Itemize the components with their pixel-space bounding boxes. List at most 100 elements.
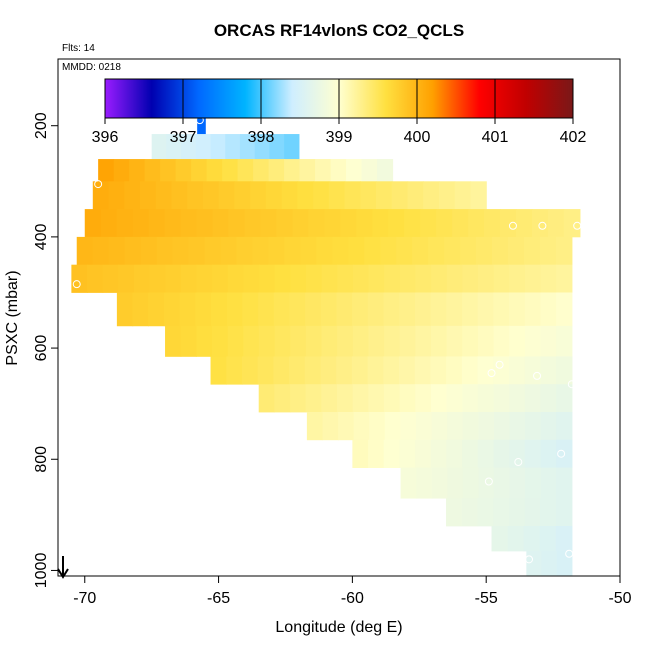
heatmap-cell xyxy=(274,325,291,357)
heatmap-cell xyxy=(98,159,115,182)
heatmap-cell xyxy=(368,439,385,468)
flight-point xyxy=(533,371,542,380)
heatmap-cell xyxy=(556,292,573,327)
heatmap-cell xyxy=(407,181,424,210)
heatmap-cell xyxy=(478,467,495,499)
heatmap-cell xyxy=(241,356,259,385)
heatmap-cell xyxy=(239,134,256,160)
heatmap-cell xyxy=(368,384,385,413)
heatmap-cell xyxy=(376,181,393,210)
heatmap-cell xyxy=(420,209,437,238)
heatmap-cell xyxy=(556,467,573,499)
colorbar-tick-label: 402 xyxy=(560,129,587,146)
heatmap-cell xyxy=(556,550,573,577)
colorbar: 396 397 398 399 400 401 402 xyxy=(92,78,587,146)
heatmap-cell xyxy=(400,467,417,499)
heatmap-cell xyxy=(462,467,480,499)
heatmap-cell xyxy=(195,292,212,327)
heatmap-cell xyxy=(361,159,378,182)
heatmap-cell xyxy=(274,264,291,293)
heatmap-cell xyxy=(509,325,526,357)
heatmap-cell xyxy=(399,292,416,327)
heatmap-cell xyxy=(197,109,206,135)
heatmap-cell xyxy=(87,264,104,293)
heatmap-cell xyxy=(253,159,270,182)
heatmap-cell xyxy=(515,209,533,238)
heatmap-cell xyxy=(281,181,298,210)
y-tick-label: 200 xyxy=(33,112,50,139)
heatmap-cell xyxy=(415,264,432,293)
heatmap-cell xyxy=(242,292,259,327)
colorbar-tick-label: 397 xyxy=(170,129,197,146)
heatmap-cell xyxy=(391,181,409,210)
heatmap-cell xyxy=(540,498,557,527)
heatmap-cell xyxy=(540,467,557,499)
heatmap-cell xyxy=(539,525,557,552)
heatmap-cell xyxy=(328,181,346,210)
y-tick-label: 400 xyxy=(33,223,50,250)
heatmap-cell xyxy=(292,209,309,238)
heatmap-cell xyxy=(308,209,325,238)
heatmap-cell xyxy=(444,236,461,266)
heatmap-cell xyxy=(462,439,479,468)
heatmap-cell xyxy=(461,498,479,527)
heatmap-cell xyxy=(330,159,347,182)
heatmap-cell xyxy=(431,412,448,441)
heatmap-cell xyxy=(290,384,307,413)
heatmap-cell xyxy=(493,356,510,385)
heatmap-cell xyxy=(268,159,285,182)
heatmap-cell xyxy=(525,412,542,441)
heatmap-cell xyxy=(446,498,463,527)
heatmap-cell xyxy=(171,181,188,210)
heatmap-cell xyxy=(346,159,363,182)
heatmap-cell xyxy=(260,209,278,238)
heatmap-cell xyxy=(477,292,494,327)
heatmap-cell xyxy=(258,292,275,327)
heatmap-cell xyxy=(179,292,196,327)
heatmap-cell xyxy=(416,467,433,499)
heatmap-cell xyxy=(368,264,385,293)
heatmap-cell xyxy=(237,159,254,182)
heatmap-cell xyxy=(284,236,301,266)
heatmap-cell xyxy=(523,525,541,552)
heatmap-cell xyxy=(148,292,165,327)
heatmap-cell xyxy=(524,292,542,327)
chart-title: ORCAS RF14vlonS CO2_QCLS xyxy=(214,21,464,40)
heatmap-cell xyxy=(446,384,463,413)
heatmap-cell xyxy=(477,264,495,293)
heatmap-cell xyxy=(289,292,306,327)
heatmap-cell xyxy=(493,467,511,499)
heatmap-cell xyxy=(243,325,260,357)
date-annotation: MMDD: 0218 xyxy=(62,62,121,73)
heatmap-cell xyxy=(181,134,197,160)
down-arrow-icon xyxy=(57,556,69,579)
y-axis: 200 400 600 800 1000 xyxy=(33,112,58,588)
heatmap-cell xyxy=(446,292,463,327)
heatmap-cell xyxy=(172,236,190,266)
heatmap-cell xyxy=(226,356,243,385)
heatmap-cell xyxy=(477,356,494,385)
heatmap-cell xyxy=(399,356,416,385)
heatmap-cell xyxy=(555,525,573,552)
heatmap-cell xyxy=(364,236,381,266)
heatmap-cell xyxy=(360,181,377,210)
heatmap-cell xyxy=(258,384,275,413)
colorbar-ticks: 396 397 398 399 400 401 402 xyxy=(92,79,587,146)
heatmap-cell xyxy=(139,181,157,210)
heatmap-cell xyxy=(524,439,542,468)
heatmap-cell xyxy=(116,209,134,238)
y-tick-label: 600 xyxy=(33,335,50,362)
heatmap-cell xyxy=(523,236,541,266)
heatmap-cell xyxy=(452,209,469,238)
heatmap-cell xyxy=(211,325,229,357)
heatmap-cell xyxy=(509,412,526,441)
heatmap-cell xyxy=(509,292,526,327)
heatmap-cell xyxy=(563,209,581,238)
heatmap-cell xyxy=(447,467,464,499)
heatmap-cell xyxy=(100,209,118,238)
heatmap-cell xyxy=(493,439,510,468)
heatmap-cell xyxy=(124,181,141,210)
heatmap-cell xyxy=(399,325,416,357)
y-tick-label: 1000 xyxy=(33,553,50,589)
